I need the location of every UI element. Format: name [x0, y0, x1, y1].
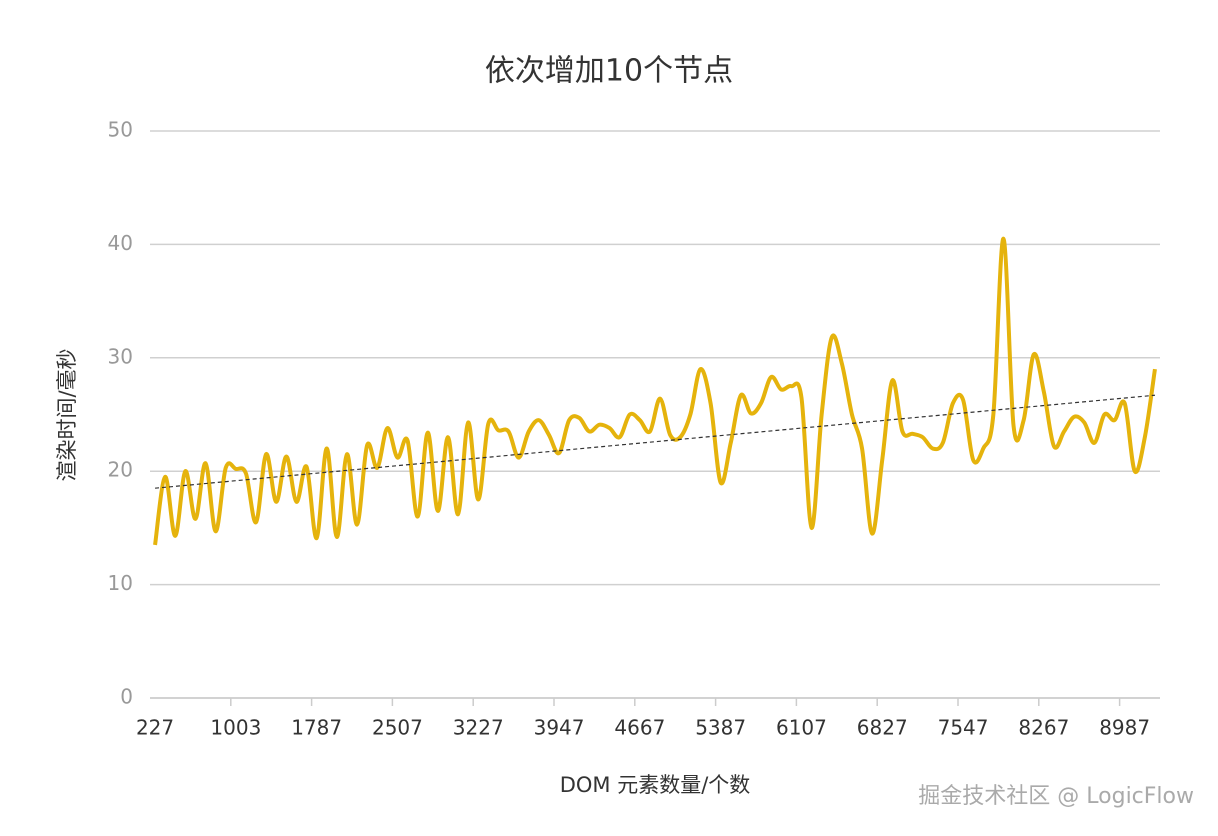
data-line [153, 236, 1157, 546]
watermark: 掘金技术社区 @ LogicFlow [918, 784, 1194, 809]
x-tick-label: 6107 [776, 716, 827, 740]
x-tick-label: 3227 [453, 716, 504, 740]
y-tick-label: 20 [108, 458, 133, 482]
y-tick-label: 40 [108, 231, 133, 255]
trend-line [154, 394, 1156, 489]
x-tick-label: 8267 [1018, 716, 1069, 740]
x-tick-label: 6827 [857, 716, 908, 740]
x-tick-label: 4667 [614, 716, 665, 740]
x-tick-label: 7547 [938, 716, 989, 740]
x-tick-label: 2507 [372, 716, 423, 740]
y-tick-label: 30 [108, 344, 133, 368]
y-tick-label: 10 [108, 571, 133, 595]
x-tick-label: 8987 [1099, 716, 1150, 740]
y-tick-label: 0 [120, 685, 133, 709]
x-tick-label: 227 [136, 716, 174, 740]
x-axis-title: DOM 元素数量/个数 [560, 773, 751, 797]
chart-title: 依次增加10个节点 [485, 54, 733, 89]
x-tick-label: 1787 [291, 716, 342, 740]
x-tick-label: 1003 [210, 716, 261, 740]
y-axis-title: 渲染时间/毫秒 [55, 348, 79, 481]
y-tick-label: 50 [108, 118, 133, 142]
x-tick-label: 3947 [534, 716, 585, 740]
x-tick-label: 5387 [695, 716, 746, 740]
